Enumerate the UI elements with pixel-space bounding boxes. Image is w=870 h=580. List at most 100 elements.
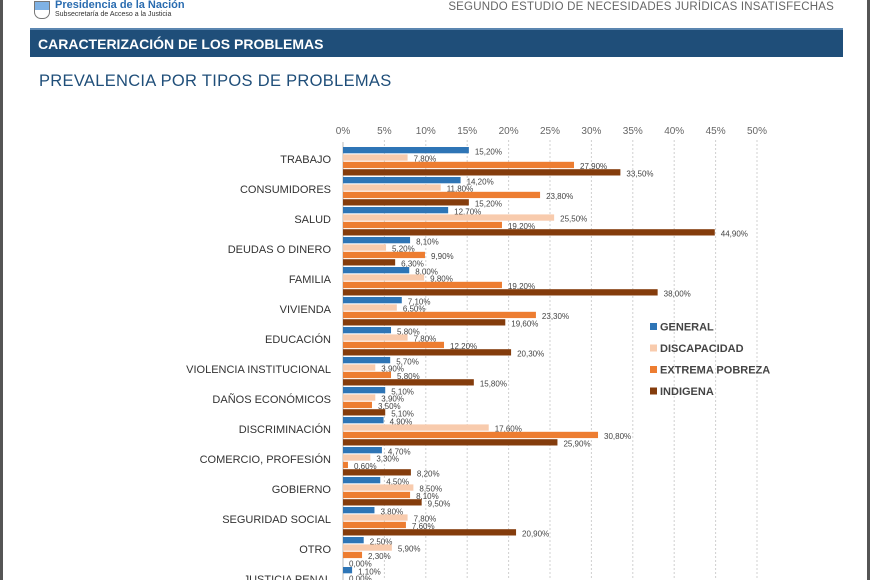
category-label: VIOLENCIA INSTITUCIONAL [186, 364, 331, 376]
data-label: 9,50% [428, 500, 451, 509]
data-label: 0,00% [349, 560, 372, 569]
data-label: 25,50% [560, 215, 587, 224]
data-label: 14,20% [467, 177, 494, 186]
bar-indigena [343, 499, 422, 506]
x-tick-label: 20% [499, 126, 519, 137]
category-label: SEGURIDAD SOCIAL [222, 514, 331, 526]
data-label: 30,80% [604, 432, 631, 441]
right-edge [867, 0, 870, 580]
data-label: 4,90% [390, 417, 413, 426]
category-label: OTRO [299, 544, 331, 556]
bar-discapacidad [343, 454, 371, 461]
category-label: CONSUMIDORES [240, 184, 331, 196]
bar-general [343, 447, 382, 454]
data-label: 2,30% [368, 552, 391, 561]
section-title: CARACTERIZACIÓN DE LOS PROBLEMAS [30, 28, 843, 57]
bar-extrema-pobreza [343, 311, 536, 319]
data-label: 17,60% [495, 425, 522, 434]
category-label: VIVIENDA [280, 304, 332, 316]
data-label: 15,20% [475, 147, 502, 156]
category-label: FAMILIA [289, 274, 332, 286]
category-label: SALUD [294, 214, 331, 226]
data-label: 12,70% [454, 207, 481, 216]
data-label: 3,50% [378, 402, 401, 411]
category-label: DAÑOS ECONÓMICOS [212, 393, 331, 406]
document-title: SEGUNDO ESTUDIO DE NECESIDADES JURÍDICAS… [448, 1, 834, 13]
data-label: 19,20% [508, 282, 535, 291]
bar-discapacidad [343, 364, 376, 371]
legend-swatch [650, 344, 657, 352]
data-label: 19,20% [508, 222, 535, 231]
coat-of-arms-icon [34, 0, 50, 19]
bar-general [343, 207, 449, 214]
data-label: 4,50% [386, 477, 409, 486]
data-label: 3,90% [381, 395, 404, 404]
bar-discapacidad [343, 544, 392, 551]
data-label: 12,20% [450, 342, 477, 351]
x-tick-label: 40% [664, 126, 684, 137]
bar-indigena [343, 529, 517, 536]
data-label: 23,80% [546, 192, 573, 201]
bar-extrema-pobreza [343, 521, 406, 529]
bar-general [343, 237, 411, 244]
bar-discapacidad [343, 214, 555, 221]
bar-extrema-pobreza [343, 461, 348, 469]
x-tick-label: 30% [581, 126, 601, 137]
data-label: 9,90% [431, 252, 454, 261]
data-label: 15,20% [475, 200, 502, 209]
bar-general [343, 387, 386, 394]
bar-indigena [343, 349, 512, 356]
bar-indigena [343, 379, 474, 386]
bar-general [343, 267, 410, 274]
x-tick-label: 45% [706, 126, 726, 137]
bar-extrema-pobreza [343, 161, 575, 169]
data-label: 7,10% [408, 297, 431, 306]
data-label: 8,00% [415, 267, 438, 276]
data-label: 20,30% [517, 350, 544, 359]
data-label: 0,60% [354, 462, 377, 471]
category-label: GOBIERNO [272, 484, 332, 496]
category-label: DEUDAS O DINERO [228, 244, 332, 256]
x-tick-label: 15% [457, 126, 477, 137]
logo: Presidencia de la Nación Subsecretaría d… [34, 0, 185, 19]
bar-extrema-pobreza [343, 431, 599, 439]
data-label: 5,20% [392, 245, 415, 254]
legend-label: INDIGENA [660, 386, 714, 398]
data-label: 19,60% [511, 320, 538, 329]
data-label: 5,10% [391, 410, 414, 419]
bar-discapacidad [343, 244, 387, 251]
data-label: 6,50% [403, 305, 426, 314]
data-label: 8,50% [419, 485, 442, 494]
x-tick-label: 5% [377, 126, 392, 137]
x-tick-label: 35% [623, 126, 643, 137]
bar-extrema-pobreza [343, 371, 392, 379]
data-label: 3,80% [380, 507, 403, 516]
data-label: 9,80% [430, 275, 453, 284]
data-label: 1,10% [358, 567, 381, 576]
legend-label: EXTREMA POBREZA [660, 365, 770, 377]
bar-indigena [343, 169, 621, 176]
data-label: 0,00% [349, 575, 372, 580]
data-label: 25,90% [563, 440, 590, 449]
bar-extrema-pobreza [343, 341, 445, 349]
data-label: 44,90% [721, 230, 748, 239]
bar-discapacidad [343, 424, 489, 431]
data-label: 11,80% [447, 185, 474, 194]
legend-swatch [650, 387, 657, 395]
bar-general [343, 507, 375, 514]
legend-swatch [650, 366, 657, 373]
org-sub: Subsecretaría de Acceso a la Justicia [55, 11, 172, 18]
x-tick-label: 10% [416, 126, 436, 137]
legend-swatch [650, 323, 657, 330]
data-label: 27,90% [580, 162, 607, 171]
bar-general [343, 147, 469, 154]
data-label: 15,80% [480, 380, 507, 389]
data-label: 3,30% [376, 455, 399, 464]
bar-discapacidad [343, 304, 397, 311]
category-label: EDUCACIÓN [265, 333, 331, 346]
bar-extrema-pobreza [343, 551, 363, 559]
bar-discapacidad [343, 184, 441, 191]
bar-indigena [343, 259, 396, 266]
bar-indigena [343, 229, 715, 236]
